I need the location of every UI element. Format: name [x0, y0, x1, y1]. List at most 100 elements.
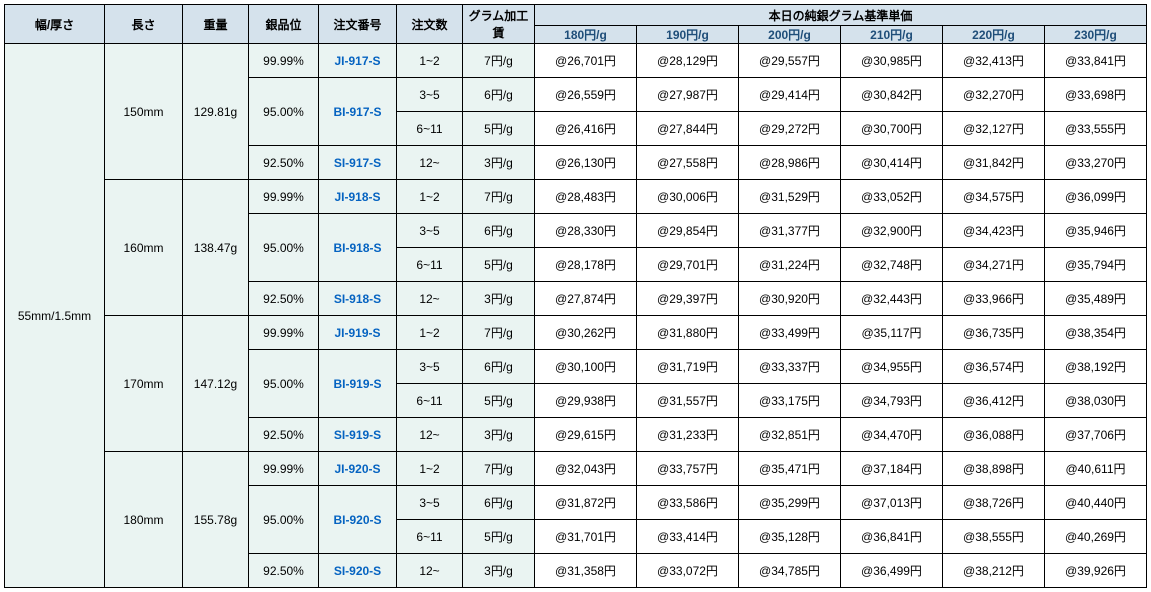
- weight-cell: 138.47g: [183, 180, 249, 316]
- qty-cell: 3~5: [397, 78, 463, 112]
- order-link: SI-917-S: [319, 146, 397, 180]
- price-cell: @31,224円: [739, 248, 841, 282]
- fee-cell: 5円/g: [463, 384, 535, 418]
- price-cell: @32,413円: [943, 44, 1045, 78]
- fee-cell: 5円/g: [463, 112, 535, 146]
- price-cell: @36,735円: [943, 316, 1045, 350]
- price-cell: @38,898円: [943, 452, 1045, 486]
- price-cell: @33,499円: [739, 316, 841, 350]
- price-cell: @26,416円: [535, 112, 637, 146]
- purity-cell: 99.99%: [249, 180, 319, 214]
- col-price-4: 220円/g: [943, 26, 1045, 44]
- fee-cell: 5円/g: [463, 520, 535, 554]
- price-cell: @29,272円: [739, 112, 841, 146]
- price-cell: @31,719円: [637, 350, 739, 384]
- price-cell: @29,414円: [739, 78, 841, 112]
- price-cell: @38,212円: [943, 554, 1045, 588]
- price-cell: @30,700円: [841, 112, 943, 146]
- price-cell: @31,557円: [637, 384, 739, 418]
- price-cell: @32,270円: [943, 78, 1045, 112]
- fee-cell: 3円/g: [463, 146, 535, 180]
- price-cell: @38,555円: [943, 520, 1045, 554]
- qty-cell: 1~2: [397, 180, 463, 214]
- price-cell: @27,987円: [637, 78, 739, 112]
- price-cell: @31,701円: [535, 520, 637, 554]
- order-link: SI-918-S: [319, 282, 397, 316]
- width-spec: 55mm/1.5mm: [5, 44, 105, 588]
- price-cell: @32,043円: [535, 452, 637, 486]
- price-cell: @30,006円: [637, 180, 739, 214]
- price-cell: @32,748円: [841, 248, 943, 282]
- col-price-3: 210円/g: [841, 26, 943, 44]
- purity-cell: 99.99%: [249, 452, 319, 486]
- price-cell: @36,574円: [943, 350, 1045, 384]
- price-cell: @35,489円: [1045, 282, 1147, 316]
- purity-cell: 95.00%: [249, 350, 319, 418]
- col-width: 幅/厚さ: [5, 5, 105, 44]
- col-purity: 銀品位: [249, 5, 319, 44]
- purity-cell: 92.50%: [249, 146, 319, 180]
- price-cell: @35,471円: [739, 452, 841, 486]
- price-cell: @38,354円: [1045, 316, 1147, 350]
- table-row: 180mm155.78g99.99%JI-920-S1~27円/g@32,043…: [5, 452, 1147, 486]
- price-cell: @34,955円: [841, 350, 943, 384]
- order-link: BI-920-S: [319, 486, 397, 554]
- fee-cell: 7円/g: [463, 180, 535, 214]
- price-cell: @28,178円: [535, 248, 637, 282]
- price-cell: @32,851円: [739, 418, 841, 452]
- price-cell: @40,269円: [1045, 520, 1147, 554]
- price-cell: @33,841円: [1045, 44, 1147, 78]
- price-cell: @36,412円: [943, 384, 1045, 418]
- price-cell: @28,330円: [535, 214, 637, 248]
- qty-cell: 6~11: [397, 248, 463, 282]
- price-cell: @32,127円: [943, 112, 1045, 146]
- price-cell: @33,052円: [841, 180, 943, 214]
- price-cell: @28,986円: [739, 146, 841, 180]
- col-price-5: 230円/g: [1045, 26, 1147, 44]
- price-cell: @26,559円: [535, 78, 637, 112]
- qty-cell: 3~5: [397, 486, 463, 520]
- col-order: 注文番号: [319, 5, 397, 44]
- fee-cell: 7円/g: [463, 44, 535, 78]
- order-link: SI-919-S: [319, 418, 397, 452]
- price-cell: @26,130円: [535, 146, 637, 180]
- price-cell: @34,470円: [841, 418, 943, 452]
- price-cell: @31,880円: [637, 316, 739, 350]
- col-price-header: 本日の純銀グラム基準単価: [535, 5, 1147, 26]
- price-cell: @29,615円: [535, 418, 637, 452]
- price-cell: @33,698円: [1045, 78, 1147, 112]
- order-link: BI-917-S: [319, 78, 397, 146]
- order-link: JI-919-S: [319, 316, 397, 350]
- price-cell: @30,920円: [739, 282, 841, 316]
- price-cell: @30,842円: [841, 78, 943, 112]
- price-cell: @31,377円: [739, 214, 841, 248]
- col-qty: 注文数: [397, 5, 463, 44]
- pricing-table: 幅/厚さ 長さ 重量 銀品位 注文番号 注文数 グラム加工賃 本日の純銀グラム基…: [4, 4, 1147, 588]
- price-cell: @34,785円: [739, 554, 841, 588]
- price-cell: @34,575円: [943, 180, 1045, 214]
- price-cell: @27,844円: [637, 112, 739, 146]
- purity-cell: 95.00%: [249, 214, 319, 282]
- price-cell: @33,175円: [739, 384, 841, 418]
- price-cell: @38,192円: [1045, 350, 1147, 384]
- order-link: BI-918-S: [319, 214, 397, 282]
- table-row: 170mm147.12g99.99%JI-919-S1~27円/g@30,262…: [5, 316, 1147, 350]
- price-cell: @40,611円: [1045, 452, 1147, 486]
- price-cell: @26,701円: [535, 44, 637, 78]
- price-cell: @35,794円: [1045, 248, 1147, 282]
- fee-cell: 5円/g: [463, 248, 535, 282]
- qty-cell: 3~5: [397, 214, 463, 248]
- price-cell: @29,854円: [637, 214, 739, 248]
- price-cell: @33,966円: [943, 282, 1045, 316]
- purity-cell: 95.00%: [249, 486, 319, 554]
- col-price-2: 200円/g: [739, 26, 841, 44]
- price-cell: @33,337円: [739, 350, 841, 384]
- price-cell: @36,499円: [841, 554, 943, 588]
- length-cell: 170mm: [105, 316, 183, 452]
- qty-cell: 12~: [397, 282, 463, 316]
- price-cell: @31,358円: [535, 554, 637, 588]
- col-price-0: 180円/g: [535, 26, 637, 44]
- table-header: 幅/厚さ 長さ 重量 銀品位 注文番号 注文数 グラム加工賃 本日の純銀グラム基…: [5, 5, 1147, 44]
- price-cell: @39,926円: [1045, 554, 1147, 588]
- weight-cell: 155.78g: [183, 452, 249, 588]
